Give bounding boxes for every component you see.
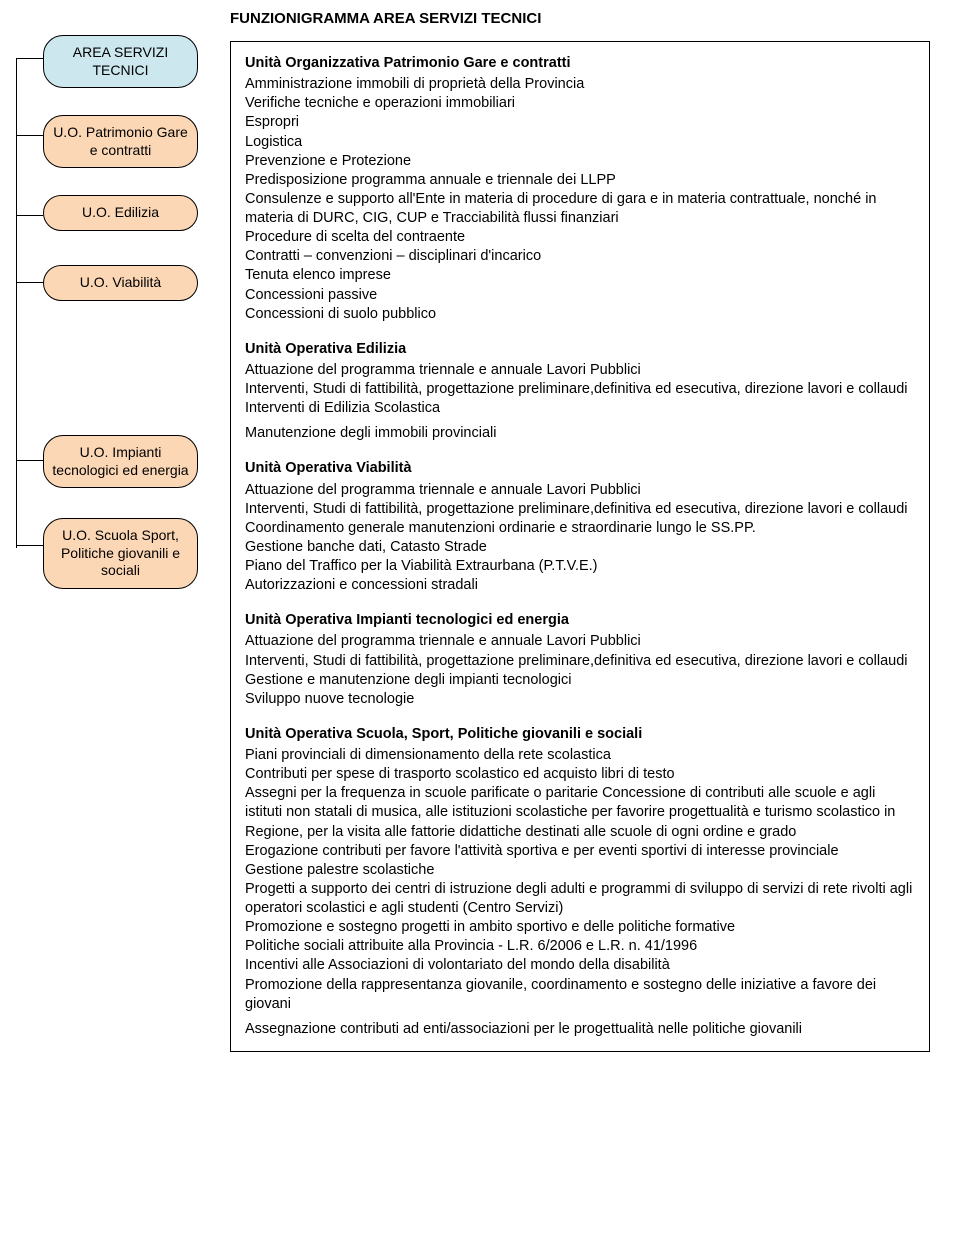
tree-node-label: U.O. Viabilità [80,274,161,290]
tree-connector-4 [16,460,43,461]
section-line: Prevenzione e Protezione [245,152,915,171]
section-line: Promozione e sostegno progetti in ambito… [245,918,915,937]
section-line: Gestione e manutenzione degli impianti t… [245,671,915,690]
section-line: Erogazione contributi per favore l'attiv… [245,842,915,861]
section-extra: Assegnazione contributi ad enti/associaz… [245,1020,915,1039]
section-line: Sviluppo nuove tecnologie [245,690,915,709]
content-column: FUNZIONIGRAMMA AREA SERVIZI TECNICI Unit… [230,10,930,1052]
section-line: Predisposizione programma annuale e trie… [245,171,915,190]
tree-connector-0 [16,58,43,59]
section-heading: Unità Operativa Edilizia [245,340,915,359]
section-line: Espropri [245,113,915,132]
tree-node-label: U.O. Edilizia [82,204,159,220]
section-line: Assegni per la frequenza in scuole parif… [245,784,915,841]
section-line: Interventi di Edilizia Scolastica [245,399,915,418]
section-2: Unità Operativa Viabilità Attuazione del… [245,459,915,595]
section-line: Gestione banche dati, Catasto Strade [245,538,915,557]
section-line: Coordinamento generale manutenzioni ordi… [245,519,915,538]
tree-connector-2 [16,215,43,216]
section-line: Autorizzazioni e concessioni stradali [245,576,915,595]
tree-node-label: U.O. Impianti tecnologici ed energia [52,444,188,478]
section-line: Interventi, Studi di fattibilità, proget… [245,652,915,671]
section-0: Unità Organizzativa Patrimonio Gare e co… [245,54,915,324]
page-root: AREA SERVIZI TECNICI U.O. Patrimonio Gar… [10,10,950,1052]
tree-node-2: U.O. Viabilità [43,265,198,301]
section-line: Procedure di scelta del contraente [245,228,915,247]
section-line: Amministrazione immobili di proprietà de… [245,75,915,94]
tree-connector-3 [16,282,43,283]
section-line: Verifiche tecniche e operazioni immobili… [245,94,915,113]
section-heading: Unità Operativa Viabilità [245,459,915,478]
section-line: Interventi, Studi di fattibilità, proget… [245,380,915,399]
section-line: Interventi, Studi di fattibilità, proget… [245,500,915,519]
section-line: Progetti a supporto dei centri di istruz… [245,880,915,918]
tree-node-0: U.O. Patrimonio Gare e contratti [43,115,198,168]
section-line: Attuazione del programma triennale e ann… [245,632,915,651]
section-line: Logistica [245,133,915,152]
section-extra: Manutenzione degli immobili provinciali [245,424,915,443]
tree-node-1: U.O. Edilizia [43,195,198,231]
section-line: Concessioni passive [245,286,915,305]
section-line: Piano del Traffico per la Viabilità Extr… [245,557,915,576]
section-line: Concessioni di suolo pubblico [245,305,915,324]
section-line: Politiche sociali attribuite alla Provin… [245,937,915,956]
tree-vertical-line [16,58,17,548]
tree-connector-5 [16,545,43,546]
section-line: Contributi per spese di trasporto scolas… [245,765,915,784]
tree-connector-1 [16,135,43,136]
section-line: Promozione della rappresentanza giovanil… [245,976,915,1014]
section-heading: Unità Organizzativa Patrimonio Gare e co… [245,54,915,73]
section-line: Contratti – convenzioni – disciplinari d… [245,247,915,266]
section-1: Unità Operativa Edilizia Attuazione del … [245,340,915,444]
tree-node-4: U.O. Scuola Sport, Politiche giovanili e… [43,518,198,589]
main-title: FUNZIONIGRAMMA AREA SERVIZI TECNICI [230,10,930,27]
section-heading: Unità Operativa Impianti tecnologici ed … [245,611,915,630]
tree-header-node: AREA SERVIZI TECNICI [43,35,198,88]
tree-node-3: U.O. Impianti tecnologici ed energia [43,435,198,488]
tree-node-label: U.O. Patrimonio Gare e contratti [53,124,188,158]
section-line: Piani provinciali di dimensionamento del… [245,746,915,765]
tree-node-label: U.O. Scuola Sport, Politiche giovanili e… [61,527,180,578]
section-line: Consulenze e supporto all'Ente in materi… [245,190,915,228]
section-line: Tenuta elenco imprese [245,266,915,285]
content-box: Unità Organizzativa Patrimonio Gare e co… [230,41,930,1052]
tree-column: AREA SERVIZI TECNICI U.O. Patrimonio Gar… [10,10,210,1052]
section-4: Unità Operativa Scuola, Sport, Politiche… [245,725,915,1039]
tree-header-label: AREA SERVIZI TECNICI [73,44,168,78]
section-line: Incentivi alle Associazioni di volontari… [245,956,915,975]
section-line: Gestione palestre scolastiche [245,861,915,880]
section-line: Attuazione del programma triennale e ann… [245,481,915,500]
section-3: Unità Operativa Impianti tecnologici ed … [245,611,915,709]
section-heading: Unità Operativa Scuola, Sport, Politiche… [245,725,915,744]
section-line: Attuazione del programma triennale e ann… [245,361,915,380]
